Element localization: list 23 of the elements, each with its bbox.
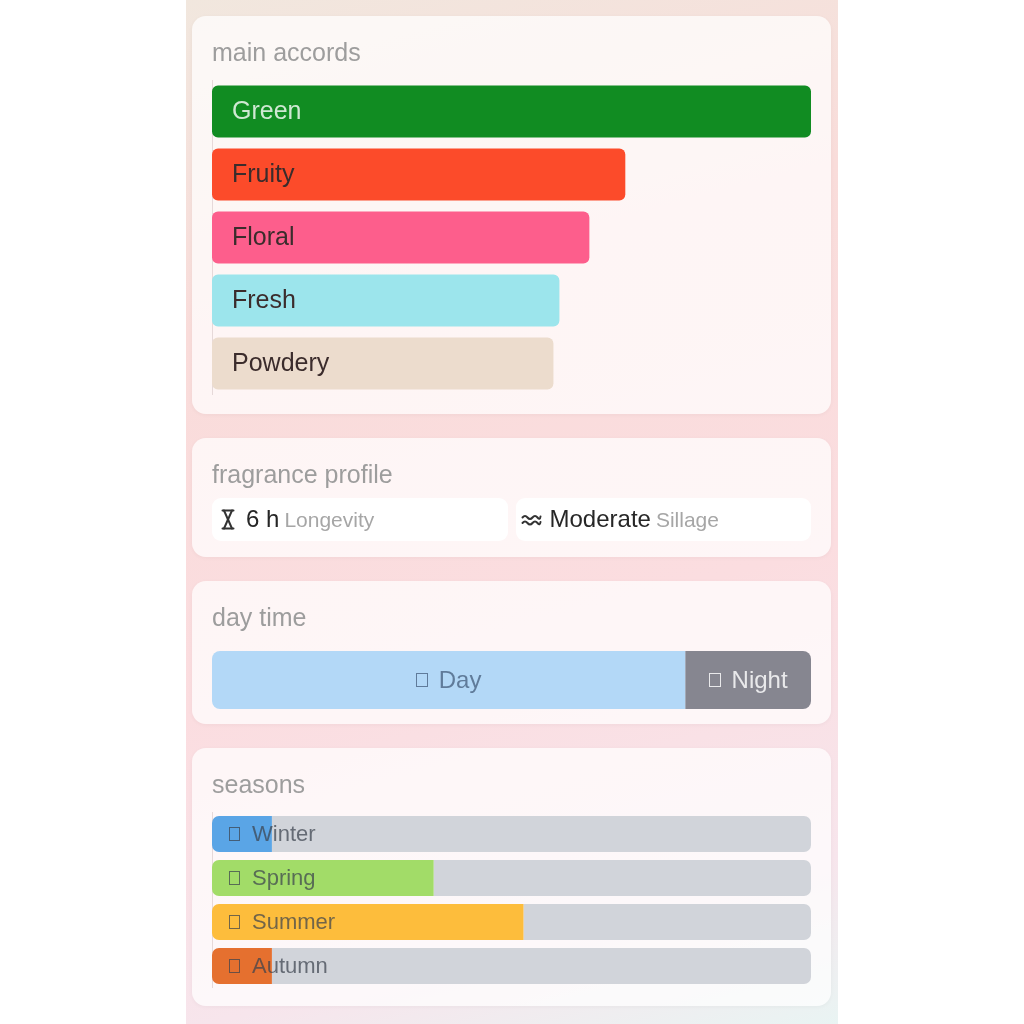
y-tick-label: Spring	[252, 865, 316, 891]
chart-title: day time	[212, 603, 307, 631]
bar	[523, 904, 811, 940]
y-tick-label: Powdery	[232, 348, 330, 377]
bar	[433, 860, 811, 896]
bar	[212, 274, 560, 327]
y-tick-label: Fruity	[232, 159, 295, 188]
bar	[212, 85, 811, 138]
bar	[212, 211, 590, 264]
badge: Moderate Sillage	[515, 498, 811, 541]
chart-title: main accords	[212, 38, 361, 66]
series-label: Day	[438, 665, 482, 693]
chart-title: seasons	[212, 770, 306, 798]
text: fragrance profile	[212, 460, 393, 488]
bar	[212, 148, 626, 201]
y-tick-label: Floral	[232, 222, 295, 251]
y-tick-label: Summer	[252, 909, 336, 935]
y-tick-label: Fresh	[232, 285, 296, 314]
series-label: Night	[731, 665, 788, 693]
bar	[212, 904, 524, 940]
badge: 6 h Longevity	[212, 498, 508, 541]
y-tick-label: Green	[232, 96, 302, 125]
bar	[212, 860, 434, 896]
